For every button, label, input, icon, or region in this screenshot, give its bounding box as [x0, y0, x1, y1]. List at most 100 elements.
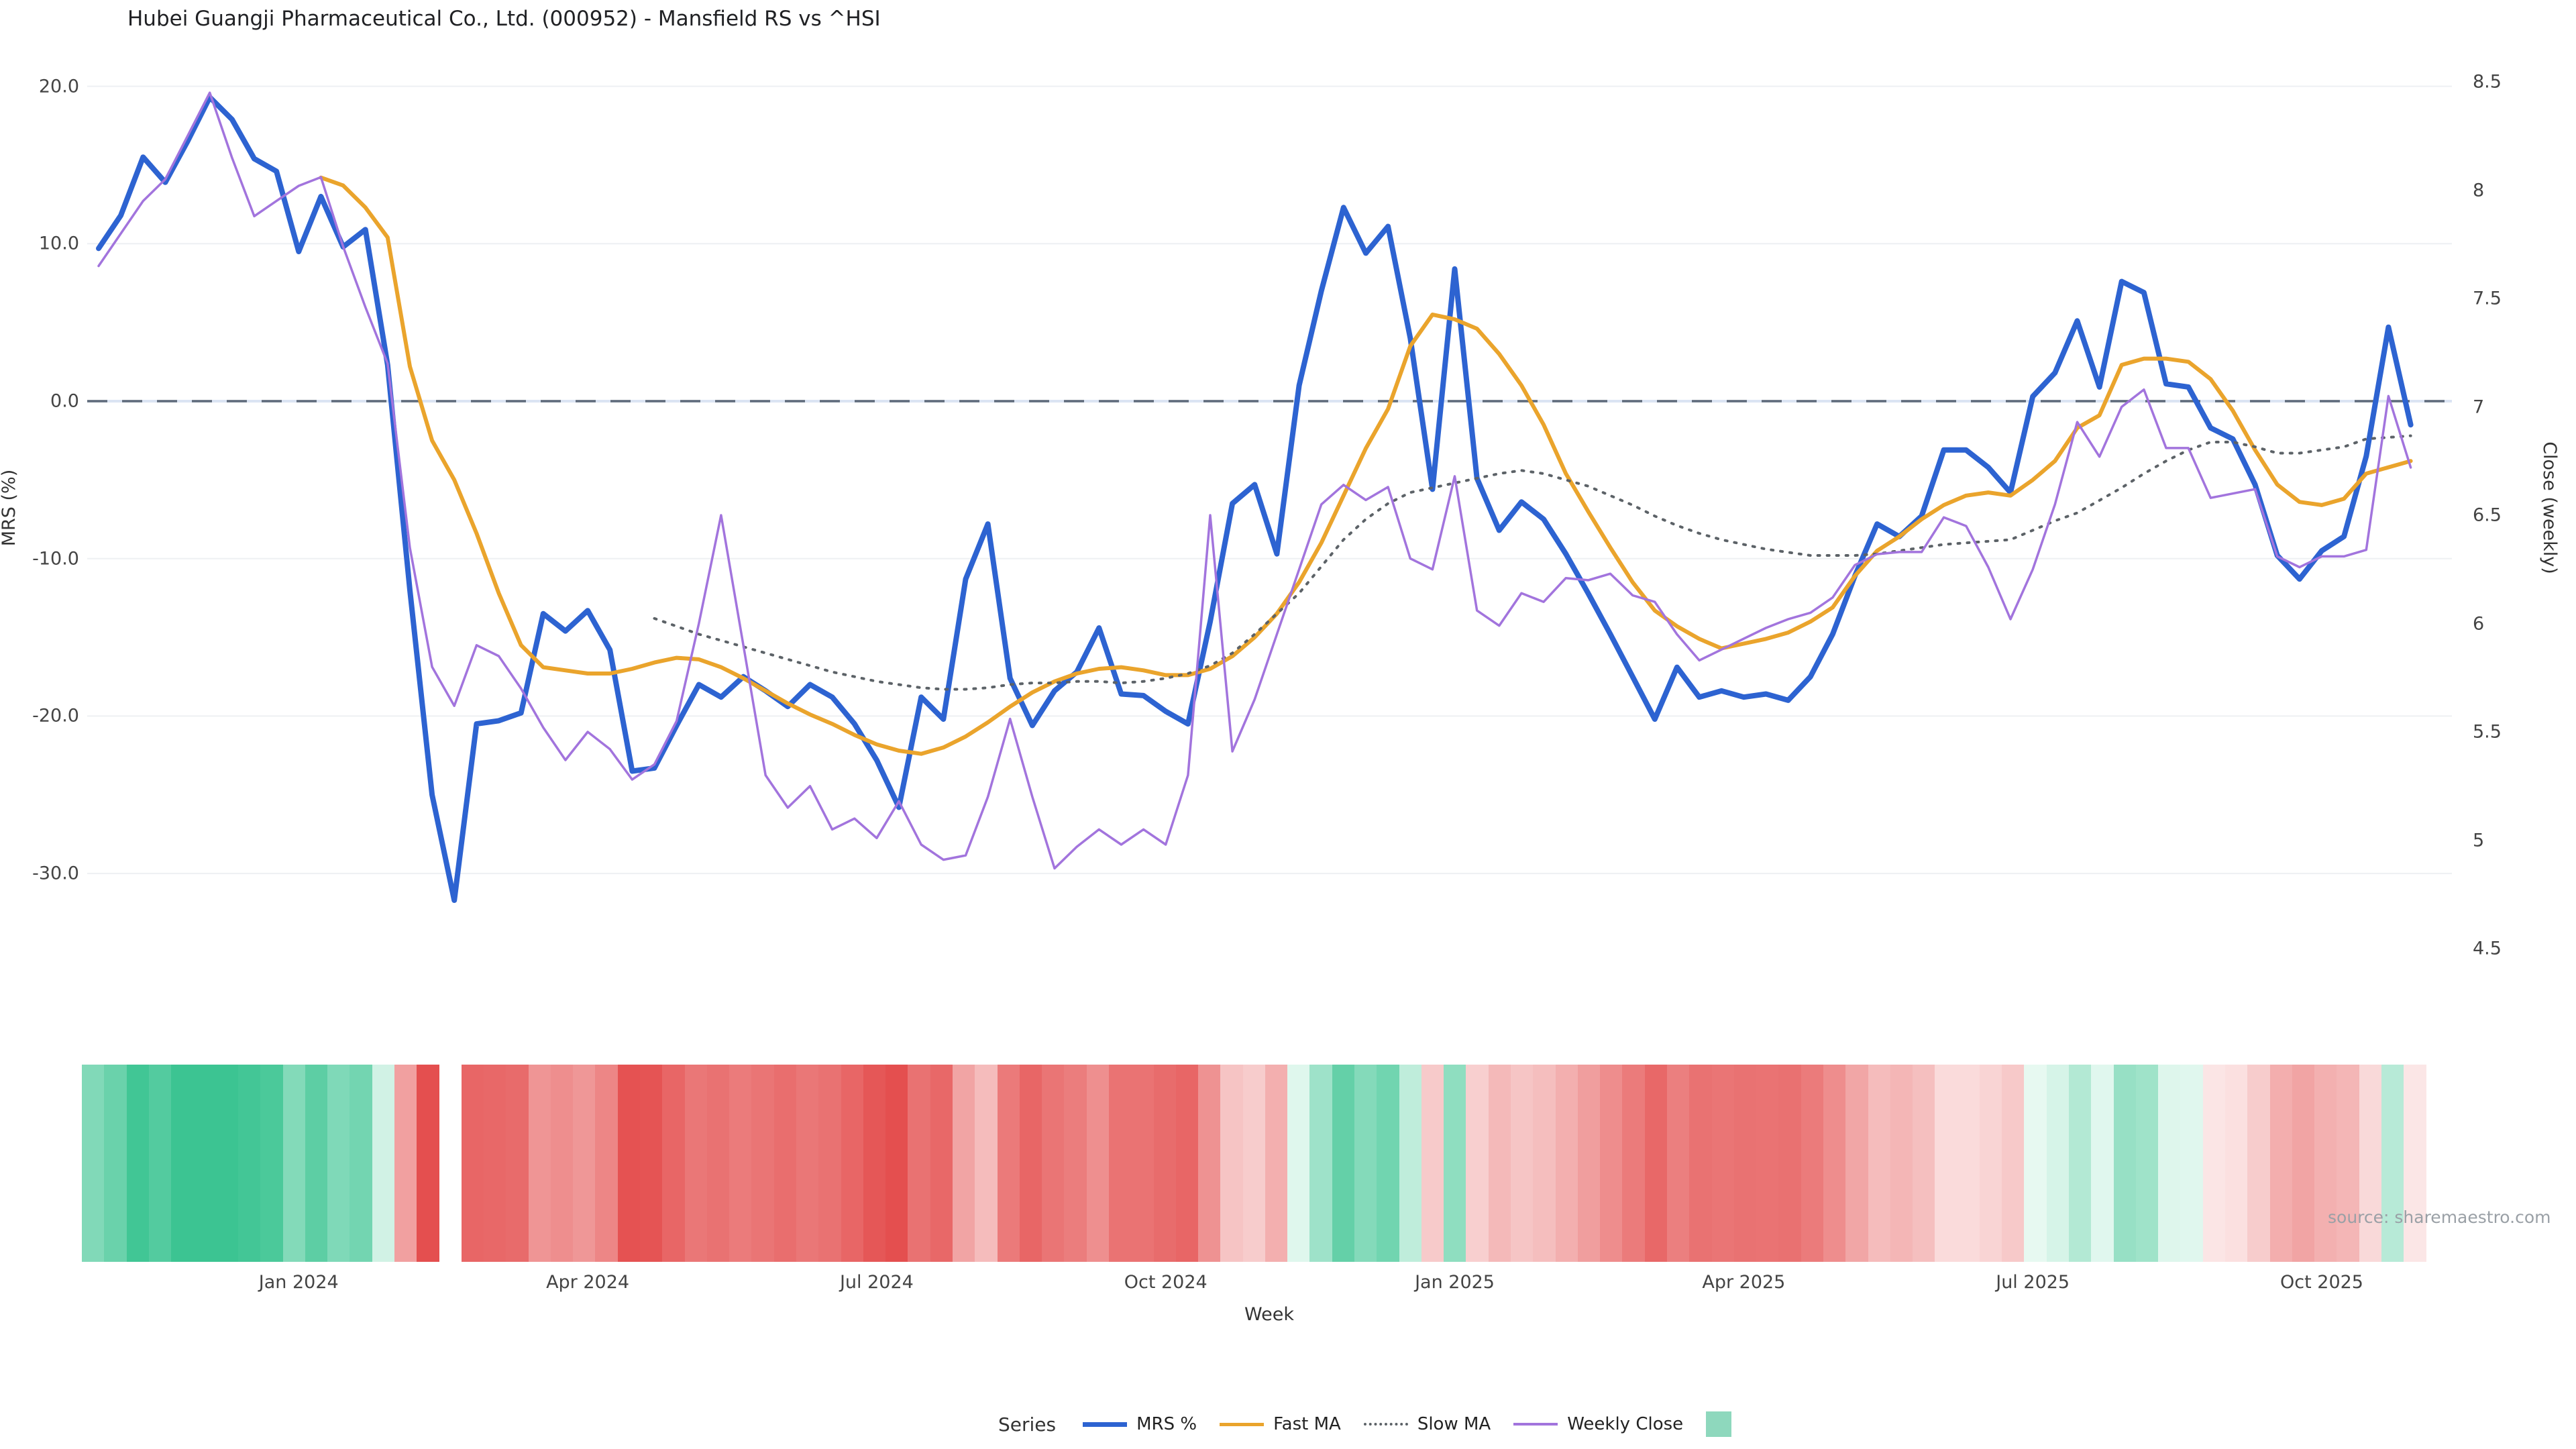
heat-band-week-32	[796, 1065, 819, 1262]
left-axis-tick: 20.0	[38, 76, 79, 97]
heat-band-week-99	[2292, 1065, 2315, 1262]
series-line-fast-ma	[319, 175, 2413, 756]
heat-band-week-20	[528, 1065, 551, 1262]
heat-band-week-29	[729, 1065, 752, 1262]
right-axis-tick: 6.5	[2473, 504, 2502, 526]
heat-band-week-66	[1555, 1065, 1578, 1262]
right-axis-tick: 6	[2473, 613, 2485, 634]
left-axis-tick: 10.0	[38, 233, 79, 254]
Slow MA-swatch-icon	[1363, 1423, 1408, 1426]
heat-band-week-64	[1511, 1065, 1534, 1262]
heat-band-week-91	[2113, 1065, 2136, 1262]
heat-band-week-83	[1935, 1065, 1957, 1262]
heat-band-week-59	[1399, 1065, 1421, 1262]
heat-band-week-2	[126, 1065, 149, 1262]
heat-band-week-94	[2180, 1065, 2203, 1262]
heat-band-week-12	[350, 1065, 372, 1262]
x-axis-tick: Jan 2025	[1415, 1272, 1495, 1293]
heat-band-week-86	[2002, 1065, 2025, 1262]
heat-band-week-33	[818, 1065, 841, 1262]
heat-band-week-15	[417, 1065, 439, 1262]
heat-band-week-11	[327, 1065, 350, 1262]
heat-band-week-50	[1198, 1065, 1221, 1262]
heat-band-week-71	[1666, 1065, 1690, 1262]
heat-band-week-43	[1042, 1065, 1065, 1262]
heat-band-week-82	[1913, 1065, 1935, 1262]
x-axis-tick: Oct 2025	[2280, 1272, 2363, 1293]
legend-item-heat-swatch	[1706, 1411, 1732, 1437]
heat-band-week-84	[1957, 1065, 1980, 1262]
series-line-weekly-close	[97, 91, 2412, 870]
heat-band-week-53	[1265, 1065, 1288, 1262]
heat-band-week-68	[1600, 1065, 1623, 1262]
heat-band-week-39	[952, 1065, 975, 1262]
heat-band-week-26	[662, 1065, 685, 1262]
heat-band-week-75	[1756, 1065, 1779, 1262]
heat-band-week-62	[1466, 1065, 1489, 1262]
heat-band-week-23	[595, 1065, 618, 1262]
heat-band-week-4	[171, 1065, 194, 1262]
legend-item-label: Slow MA	[1417, 1414, 1491, 1434]
heat-band-week-8	[260, 1065, 283, 1262]
heat-swatch-icon	[1706, 1411, 1732, 1437]
heat-band-week-46	[1108, 1065, 1132, 1262]
chart-title: Hubei Guangji Pharmaceutical Co., Ltd. (…	[127, 7, 881, 31]
heat-band-week-54	[1287, 1065, 1310, 1262]
heat-band-week-47	[1131, 1065, 1154, 1262]
heat-band-week-81	[1890, 1065, 1913, 1262]
heat-band-week-42	[1019, 1065, 1042, 1262]
heat-band-week-13	[372, 1065, 394, 1262]
MRS %-swatch-icon	[1083, 1421, 1128, 1427]
legend-item-mrs-: MRS %	[1083, 1414, 1197, 1434]
heat-band-week-5	[193, 1065, 216, 1262]
heat-band-week-41	[997, 1065, 1020, 1262]
heat-band-week-9	[282, 1065, 305, 1262]
heat-band-week-58	[1377, 1065, 1399, 1262]
heat-band-week-6	[215, 1065, 238, 1262]
heat-band-week-37	[908, 1065, 930, 1262]
heat-band-week-17	[461, 1065, 484, 1262]
heat-band-week-52	[1242, 1065, 1265, 1262]
weekly-heat-strip	[82, 1065, 2426, 1262]
legend-item-fast-ma: Fast MA	[1220, 1414, 1341, 1434]
heat-band-week-88	[2046, 1065, 2070, 1262]
left-axis-tick: -10.0	[32, 548, 79, 570]
heat-band-week-97	[2247, 1065, 2270, 1262]
right-axis-tick: 7.5	[2473, 288, 2502, 309]
heat-band-week-102	[2359, 1065, 2381, 1262]
x-axis-tick: Jul 2024	[839, 1272, 914, 1293]
heat-band-week-90	[2091, 1065, 2114, 1262]
heat-band-week-0	[82, 1065, 105, 1262]
heat-band-week-30	[751, 1065, 774, 1262]
heat-band-week-48	[1153, 1065, 1176, 1262]
heat-band-week-79	[1845, 1065, 1868, 1262]
right-axis-tick: 8	[2473, 180, 2485, 201]
heat-band-week-57	[1354, 1065, 1377, 1262]
heat-band-week-34	[841, 1065, 863, 1262]
heat-band-week-16	[439, 1065, 462, 1262]
series-line-mrs-	[96, 95, 2414, 903]
heat-band-week-10	[305, 1065, 328, 1262]
x-axis-tick: Jul 2025	[1996, 1272, 2070, 1293]
heat-band-week-78	[1823, 1065, 1846, 1262]
heat-band-week-70	[1644, 1065, 1667, 1262]
x-axis-tick: Jan 2024	[258, 1272, 339, 1293]
heat-band-week-56	[1332, 1065, 1355, 1262]
left-axis-tick: -30.0	[32, 863, 79, 884]
heat-band-week-18	[484, 1065, 506, 1262]
heat-band-week-60	[1421, 1065, 1444, 1262]
heat-band-week-87	[2024, 1065, 2047, 1262]
x-axis-tick: Apr 2025	[1702, 1272, 1786, 1293]
heat-band-week-25	[640, 1065, 663, 1262]
x-axis-title: Week	[1244, 1304, 1294, 1325]
heat-band-week-44	[1064, 1065, 1087, 1262]
legend-item-label: MRS %	[1136, 1414, 1197, 1434]
heat-band-week-98	[2269, 1065, 2292, 1262]
heat-band-week-92	[2135, 1065, 2159, 1262]
heat-band-week-96	[2225, 1065, 2248, 1262]
heat-band-week-14	[394, 1065, 417, 1262]
heat-band-week-85	[1979, 1065, 2002, 1262]
heat-band-week-77	[1801, 1065, 1823, 1262]
heat-band-week-61	[1444, 1065, 1466, 1262]
